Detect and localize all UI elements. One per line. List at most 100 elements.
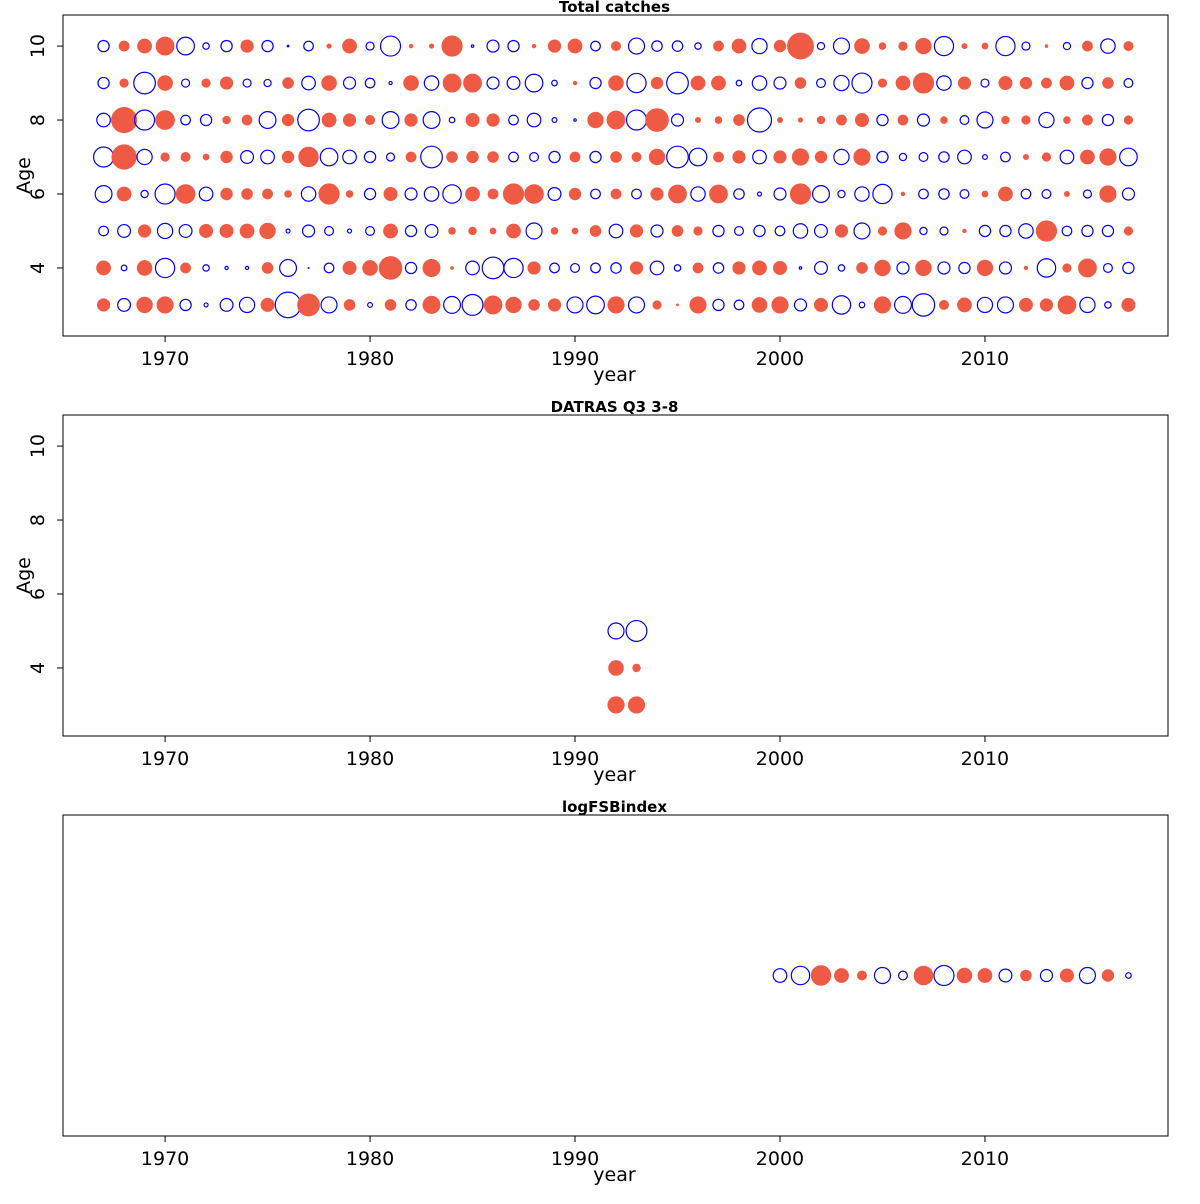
bubble (178, 223, 193, 238)
bubble (1000, 151, 1011, 163)
bubble (629, 261, 644, 275)
bubble (547, 186, 562, 201)
y-tick-label: 10 (27, 434, 49, 458)
bubble (202, 42, 210, 50)
bubble (157, 75, 173, 91)
bubble (503, 257, 524, 279)
bubble (854, 38, 870, 54)
bubble (610, 188, 622, 200)
bubble (832, 37, 851, 55)
bubble (404, 187, 418, 201)
bubble (404, 113, 418, 127)
bubble (607, 622, 625, 640)
bubble (199, 113, 213, 127)
bubble (794, 77, 807, 89)
bubble (854, 186, 870, 202)
bubble (384, 299, 397, 311)
bubble (810, 965, 832, 986)
x-tick-label: 2000 (756, 748, 804, 770)
bubble (404, 261, 418, 275)
bubble (694, 42, 702, 50)
bubble (199, 223, 214, 238)
bubble (1099, 148, 1117, 166)
bubble (627, 696, 646, 714)
bubble (284, 190, 292, 198)
bubble (650, 76, 664, 90)
bubble (1022, 154, 1029, 161)
bubble (240, 39, 254, 53)
bubble (673, 264, 682, 272)
bubble (180, 262, 191, 274)
bubble (671, 40, 684, 52)
bubble (448, 116, 456, 124)
bubble (816, 115, 826, 125)
bubble (281, 113, 295, 127)
bubble (300, 186, 317, 202)
bubble (668, 184, 687, 204)
bubble (422, 111, 441, 130)
bubble (936, 75, 952, 91)
bubble (385, 152, 396, 162)
bubble (1078, 258, 1097, 278)
bubble (751, 37, 768, 55)
bubble (606, 110, 626, 130)
bubble (364, 77, 376, 89)
bubble (526, 112, 542, 128)
bubble (463, 73, 482, 93)
bubble (241, 114, 253, 126)
bubble (468, 226, 477, 236)
bubble (1102, 262, 1113, 273)
bubble (260, 149, 275, 165)
bubble (915, 259, 932, 277)
bubble (670, 113, 685, 127)
bubble (179, 298, 192, 312)
bubble (611, 41, 622, 52)
bubble (297, 108, 320, 132)
bubble (693, 226, 703, 236)
plot-frame (62, 14, 1169, 337)
bubble (573, 118, 577, 122)
bubble (773, 39, 787, 53)
bubble (733, 225, 744, 236)
bubble (486, 113, 500, 127)
bubble (651, 40, 663, 52)
bubble (792, 223, 809, 239)
bubble (363, 187, 377, 201)
bubble (1081, 224, 1094, 238)
bubble (241, 188, 253, 200)
x-tick-label: 2010 (961, 348, 1009, 370)
bubble (937, 261, 951, 275)
bubble (423, 75, 440, 91)
bubble (837, 189, 846, 199)
bubble (423, 186, 440, 202)
bubble (525, 222, 543, 240)
bubble (487, 151, 499, 163)
bubble (117, 223, 132, 238)
bubble (607, 696, 625, 714)
bubble (836, 114, 847, 126)
bubble (180, 152, 191, 163)
bubble (793, 298, 808, 312)
bubble (1041, 188, 1052, 199)
bubble (420, 145, 443, 169)
bubble (92, 146, 115, 168)
bubble (318, 183, 340, 205)
bubble (773, 76, 787, 90)
bubble (219, 223, 234, 238)
bubble (692, 262, 704, 274)
bubble (752, 260, 767, 276)
bubble (756, 191, 763, 197)
x-tick-label: 1980 (346, 748, 394, 770)
y-tick-label: 8 (27, 114, 49, 126)
bubble (733, 299, 745, 311)
bubble (753, 224, 766, 238)
bubble (895, 75, 911, 91)
bubble (733, 188, 745, 200)
bubble (752, 149, 767, 165)
bubble (856, 970, 867, 981)
bubble (461, 293, 484, 316)
bubble (939, 226, 949, 236)
bubble (1001, 115, 1010, 125)
bubble (342, 113, 357, 127)
bubble (735, 79, 743, 87)
